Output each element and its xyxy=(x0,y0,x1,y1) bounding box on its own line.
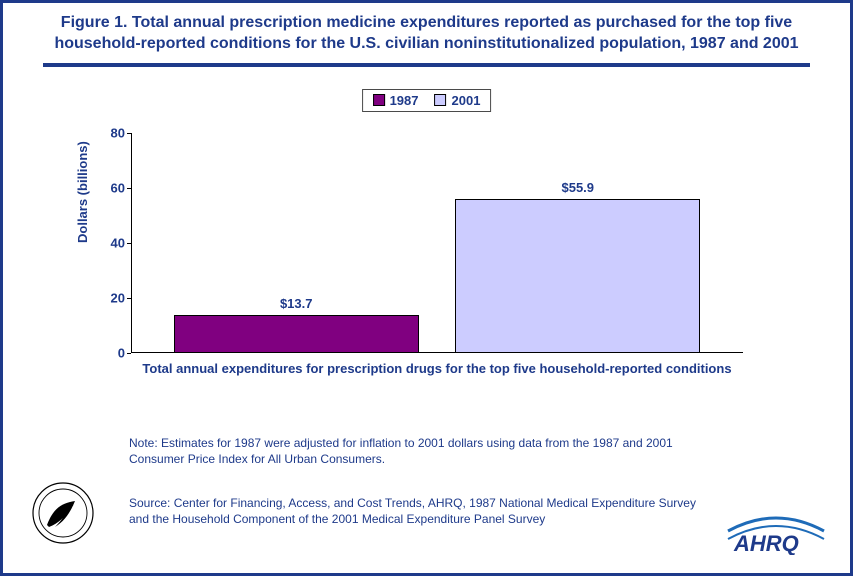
bar: $55.9 xyxy=(455,199,700,353)
y-tick-label: 60 xyxy=(95,180,125,195)
legend-swatch-2001 xyxy=(435,94,447,106)
bar-value-label: $55.9 xyxy=(456,180,699,195)
bar: $13.7 xyxy=(174,315,419,353)
legend-label-1987: 1987 xyxy=(390,93,419,108)
figure-title-block: Figure 1. Total annual prescription medi… xyxy=(3,3,850,63)
figure-source: Source: Center for Financing, Access, an… xyxy=(129,495,709,527)
figure-note: Note: Estimates for 1987 were adjusted f… xyxy=(129,435,729,467)
ahrq-logo-icon: AHRQ xyxy=(726,511,826,555)
y-tick-label: 80 xyxy=(95,125,125,140)
y-tick-mark xyxy=(127,133,131,134)
chart-area: 1987 2001 Dollars (billions) 0 20 40 60 80 $1… xyxy=(43,85,810,405)
figure-title: Figure 1. Total annual prescription medi… xyxy=(33,13,820,55)
bar-value-label: $13.7 xyxy=(175,296,418,311)
y-tick-mark xyxy=(127,353,131,354)
y-tick-mark xyxy=(127,243,131,244)
legend-item-1987: 1987 xyxy=(373,93,419,108)
title-divider xyxy=(43,63,810,67)
x-axis-label: Total annual expenditures for prescripti… xyxy=(131,361,743,378)
y-axis-label: Dollars (billions) xyxy=(75,141,90,243)
y-tick-label: 40 xyxy=(95,235,125,250)
legend-label-2001: 2001 xyxy=(452,93,481,108)
ahrq-logo-text: AHRQ xyxy=(733,531,799,555)
y-tick-mark xyxy=(127,298,131,299)
figure-frame: Figure 1. Total annual prescription medi… xyxy=(0,0,853,576)
legend-swatch-1987 xyxy=(373,94,385,106)
y-axis xyxy=(131,133,132,353)
y-tick-label: 20 xyxy=(95,290,125,305)
hhs-seal-icon xyxy=(31,481,95,545)
y-tick-mark xyxy=(127,188,131,189)
legend: 1987 2001 xyxy=(362,89,492,112)
legend-item-2001: 2001 xyxy=(435,93,481,108)
plot-region: 020406080$13.7$55.9 xyxy=(131,133,743,353)
y-tick-label: 0 xyxy=(95,345,125,360)
